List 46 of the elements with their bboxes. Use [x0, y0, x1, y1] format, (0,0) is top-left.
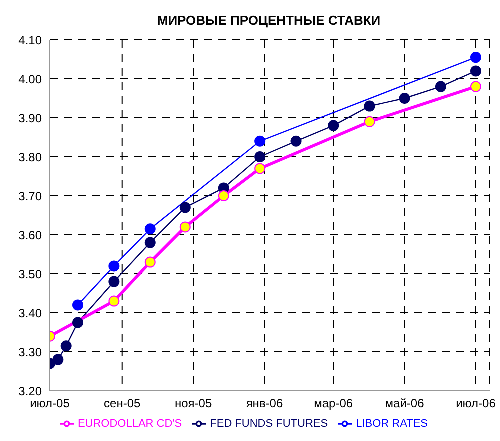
- chart-title: МИРОВЫЕ ПРОЦЕНТНЫЕ СТАВКИ: [156, 12, 382, 30]
- point: [328, 120, 340, 132]
- y-tick-label: 4.10: [18, 33, 42, 48]
- point: [72, 317, 84, 328]
- y-tick-label: 3.70: [18, 189, 42, 204]
- point: [399, 93, 410, 104]
- x-tick-label: ноя-05: [174, 396, 212, 411]
- point: [180, 222, 191, 233]
- y-tick-label: 3.50: [18, 267, 42, 282]
- point: [72, 300, 84, 311]
- point: [364, 100, 376, 112]
- y-tick-label: 3.30: [18, 345, 42, 360]
- point: [470, 81, 482, 92]
- y-tick-label: 3.40: [18, 306, 42, 320]
- x-tick-label: июл-05: [30, 396, 70, 411]
- x-tick-label: июл-06: [456, 396, 496, 411]
- x-tick-label: сен-05: [104, 396, 142, 411]
- point: [108, 276, 120, 288]
- point: [180, 202, 191, 214]
- x-tick-label: янв-06: [246, 396, 284, 411]
- y-tick-label: 3.60: [18, 228, 42, 242]
- point: [254, 136, 266, 147]
- x-tick-label: мар-06: [314, 396, 354, 411]
- point: [290, 136, 302, 147]
- y-tick-label: 4.00: [18, 72, 42, 86]
- y-tick-label: 3.90: [18, 111, 42, 126]
- point: [144, 224, 156, 235]
- y-tick-label: 3.20: [18, 384, 42, 398]
- point: [435, 81, 446, 92]
- legend-label: FED FUNDS FUTURES: [210, 418, 328, 430]
- point: [470, 52, 482, 64]
- point: [60, 340, 72, 352]
- point: [218, 190, 230, 202]
- point: [254, 152, 266, 162]
- x-tick-label: май-06: [385, 396, 425, 411]
- legend-label: EURODOLLAR CD'S: [78, 418, 182, 430]
- point: [108, 260, 120, 272]
- point: [144, 237, 156, 248]
- y-tick-label: 3.80: [18, 150, 42, 164]
- point: [108, 296, 120, 307]
- legend-label: LIBOR RATES: [356, 418, 428, 430]
- point: [52, 354, 64, 366]
- point: [470, 66, 482, 77]
- point: [144, 256, 156, 268]
- point: [254, 163, 266, 174]
- point: [364, 116, 376, 128]
